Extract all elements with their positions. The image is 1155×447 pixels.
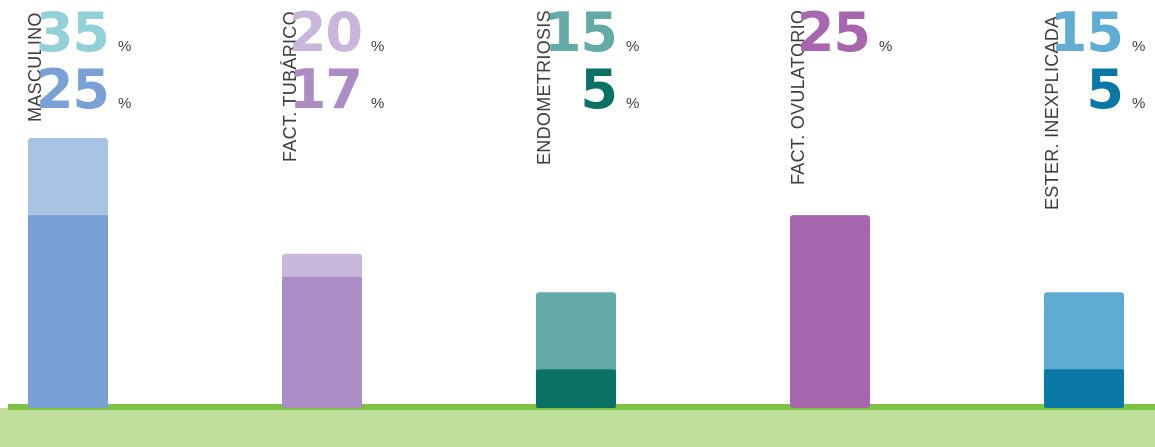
value-label-2-series-2: 17	[288, 58, 363, 121]
value-label-5-series-1: 15	[1049, 1, 1124, 64]
bar-2-series-2	[282, 276, 362, 408]
unit-label-3-series-1: %	[626, 38, 640, 55]
value-label-5-series-2: 5	[1086, 58, 1124, 121]
unit-label-5-series-2: %	[1132, 95, 1146, 112]
bar-1-series-2	[28, 215, 108, 408]
bar-4-series-1	[790, 215, 870, 408]
unit-label-3-series-2: %	[626, 95, 640, 112]
value-label-1-series-1: 35	[35, 1, 110, 64]
unit-label-4-series-1: %	[879, 38, 893, 55]
unit-label-1-series-1: %	[118, 38, 132, 55]
unit-label-2-series-1: %	[371, 38, 385, 55]
bar-3-series-2	[536, 369, 616, 408]
unit-label-2-series-2: %	[371, 95, 385, 112]
bar-5-series-2	[1044, 369, 1124, 408]
value-label-3-series-2: 5	[580, 58, 618, 121]
ground-strip	[0, 408, 1155, 447]
unit-label-1-series-2: %	[118, 95, 132, 112]
value-label-3-series-1: 15	[543, 1, 618, 64]
value-label-2-series-1: 20	[288, 1, 363, 64]
value-label-1-series-2: 25	[35, 58, 110, 121]
unit-label-5-series-1: %	[1132, 38, 1146, 55]
value-label-4-series-1: 25	[796, 1, 871, 64]
